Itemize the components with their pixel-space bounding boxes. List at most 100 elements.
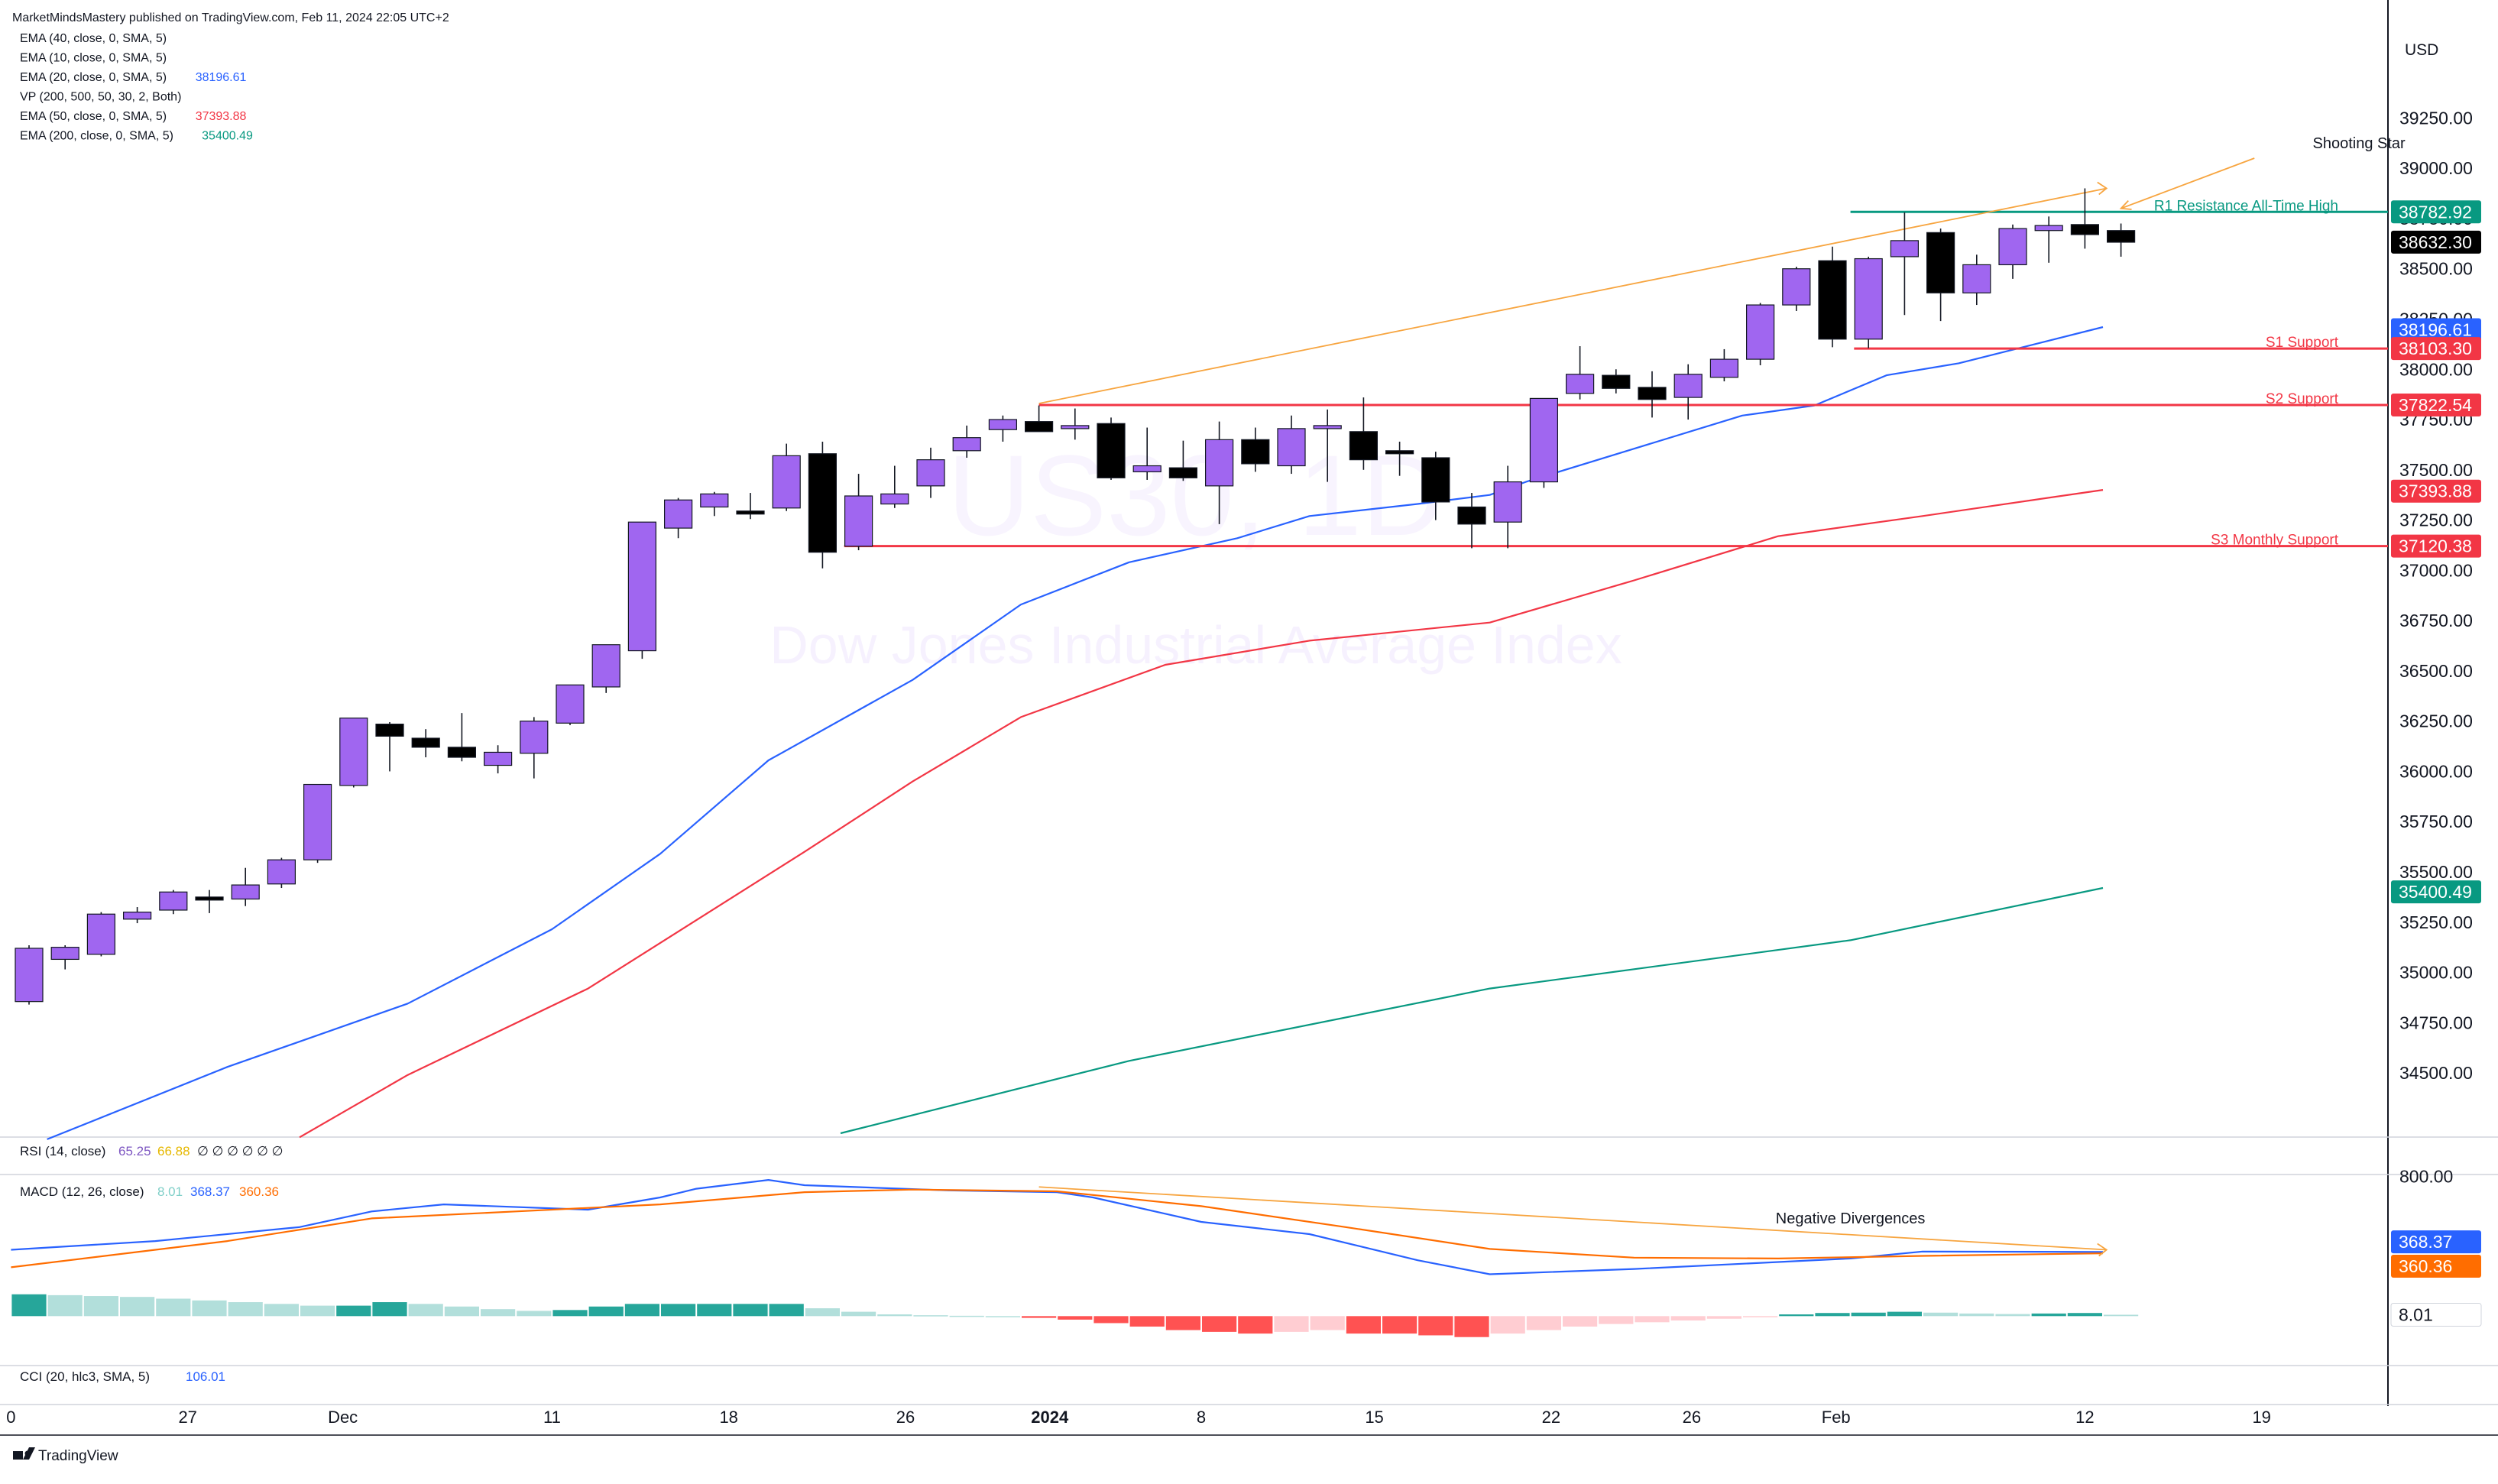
level-label: R1 Resistance All-Time High xyxy=(2154,198,2338,214)
macd-histogram-bar xyxy=(156,1298,191,1317)
macd-histogram-bar xyxy=(1887,1311,1922,1317)
y-tick-label: 35250.00 xyxy=(2399,912,2473,932)
candle-body xyxy=(1818,260,1847,340)
x-tick-label: Feb xyxy=(1822,1408,1851,1427)
price-tag-text: 37120.38 xyxy=(2399,536,2472,556)
candle-body xyxy=(447,747,477,758)
macd-histogram-bar xyxy=(1093,1316,1129,1324)
rsi-value: 66.88 xyxy=(157,1144,190,1158)
macd-histogram-bar xyxy=(1310,1316,1345,1330)
macd-histogram-bar xyxy=(1058,1316,1093,1320)
candle-body xyxy=(50,947,79,961)
x-tick-label: 0 xyxy=(6,1408,15,1427)
candle-body xyxy=(123,911,152,920)
macd-histogram-bar xyxy=(408,1304,443,1317)
price-tag-text: 37393.88 xyxy=(2399,481,2472,501)
price-tag-bg xyxy=(2391,200,2481,224)
rsi-value: ∅ ∅ ∅ ∅ ∅ ∅ xyxy=(197,1144,283,1158)
candle-body xyxy=(1566,374,1595,394)
candle-body xyxy=(1385,450,1414,455)
pane-legend-cci: CCI (20, hlc3, SMA, 5) 106.01 xyxy=(20,1369,225,1384)
x-tick-label: 18 xyxy=(719,1408,737,1427)
candle-body xyxy=(1097,423,1126,478)
indicator-label: EMA (40, close, 0, SMA, 5) xyxy=(20,32,167,45)
macd-histogram-bar xyxy=(264,1304,299,1317)
price-tag-text: 38196.61 xyxy=(2399,320,2472,340)
tradingview-footer[interactable]: TradingView xyxy=(13,1447,118,1464)
level-label: S3 Monthly Support xyxy=(2211,533,2339,549)
macd-histogram-bar xyxy=(588,1306,624,1317)
macd-histogram-bar xyxy=(1670,1316,1706,1321)
candle-body xyxy=(1277,428,1306,467)
candle-body xyxy=(1061,425,1090,429)
annotation-text: Shooting Star xyxy=(2313,135,2406,152)
candle-body xyxy=(1421,457,1450,503)
candle-body xyxy=(1313,425,1342,429)
macd-histogram-bar xyxy=(372,1302,407,1317)
macd-histogram-bar xyxy=(11,1294,47,1317)
y-tick-label: 34750.00 xyxy=(2399,1013,2473,1032)
indicator-value: 37393.88 xyxy=(196,110,247,123)
candle-body xyxy=(1854,258,1883,340)
pane-legend-macd: MACD (12, 26, close) 8.01 368.37 360.36 xyxy=(20,1184,279,1199)
macd-histogram-bar xyxy=(336,1305,371,1317)
indicator-value: 35400.49 xyxy=(202,130,253,143)
macd-histogram-bar xyxy=(1418,1316,1453,1336)
macd-histogram-bar xyxy=(733,1304,768,1317)
price-tag-text: 8.01 xyxy=(2399,1304,2433,1324)
candle-body xyxy=(159,891,188,911)
candle-body xyxy=(880,493,909,505)
candle-body xyxy=(1890,240,1919,258)
price-tag-bg xyxy=(2391,337,2481,361)
macd-y-tick-label: 800.00 xyxy=(2399,1167,2453,1187)
macd-histogram-bar xyxy=(913,1315,948,1317)
price-axis[interactable]: 34500.00 34750.00 35000.00 35250.00 35500.00… xyxy=(2390,108,2482,1327)
indicator-legend: EMA (40, close, 0, SMA, 5) EMA (10, close… xyxy=(20,32,253,143)
macd-histogram-bar xyxy=(1923,1312,1959,1317)
y-tick-label: 36500.00 xyxy=(2399,661,2473,681)
price-tag-text: 35400.49 xyxy=(2399,882,2472,902)
price-tag-bg xyxy=(2391,393,2481,416)
candle-body xyxy=(1349,431,1379,461)
signal-line xyxy=(11,1188,2104,1269)
x-tick-label: 11 xyxy=(543,1408,561,1427)
x-tick-label: Dec xyxy=(328,1408,358,1427)
macd-histogram-bar xyxy=(624,1304,659,1317)
candle-body xyxy=(339,718,368,786)
candle-body xyxy=(1204,439,1234,487)
candle-body xyxy=(411,737,440,748)
y-tick-label: 36000.00 xyxy=(2399,761,2473,781)
indicator-lines xyxy=(11,326,2104,1275)
macd-annotation: Negative Divergences xyxy=(1776,1210,1926,1227)
price-tag-text: 37822.54 xyxy=(2399,395,2472,415)
macd-histogram-bar xyxy=(552,1310,588,1317)
candle-body xyxy=(1998,228,2027,266)
candle-body xyxy=(700,493,729,508)
macd-histogram-bar xyxy=(877,1314,912,1317)
candle-body xyxy=(1168,467,1198,478)
candles xyxy=(15,188,2136,1005)
candle-body xyxy=(231,884,260,900)
candle-body xyxy=(808,453,838,553)
macd-histogram-bar xyxy=(1599,1316,1634,1324)
x-tick-label: 12 xyxy=(2075,1408,2094,1427)
y-tick-label: 38500.00 xyxy=(2399,259,2473,279)
candle-body xyxy=(15,948,44,1003)
price-tag-bg xyxy=(2391,479,2481,503)
trendline-arrowhead xyxy=(2097,181,2108,196)
macd-histogram-bar xyxy=(1815,1313,1850,1317)
ema20-line xyxy=(47,326,2104,1140)
candle-body xyxy=(195,896,224,901)
macd-histogram-bar xyxy=(1563,1316,1598,1327)
candle-body xyxy=(1782,268,1811,306)
candle-body xyxy=(627,521,657,652)
price-tag-text: 38632.30 xyxy=(2399,232,2472,252)
candle-body xyxy=(952,437,981,452)
candle-body xyxy=(988,419,1018,430)
y-tick-label: 39250.00 xyxy=(2399,108,2473,128)
candle-body xyxy=(2034,225,2063,232)
time-axis[interactable]: 0 27 Dec 11 18 26 2024 8 15 22 26 Feb 12 19 xyxy=(6,1408,2271,1427)
candle-body xyxy=(1493,481,1522,523)
